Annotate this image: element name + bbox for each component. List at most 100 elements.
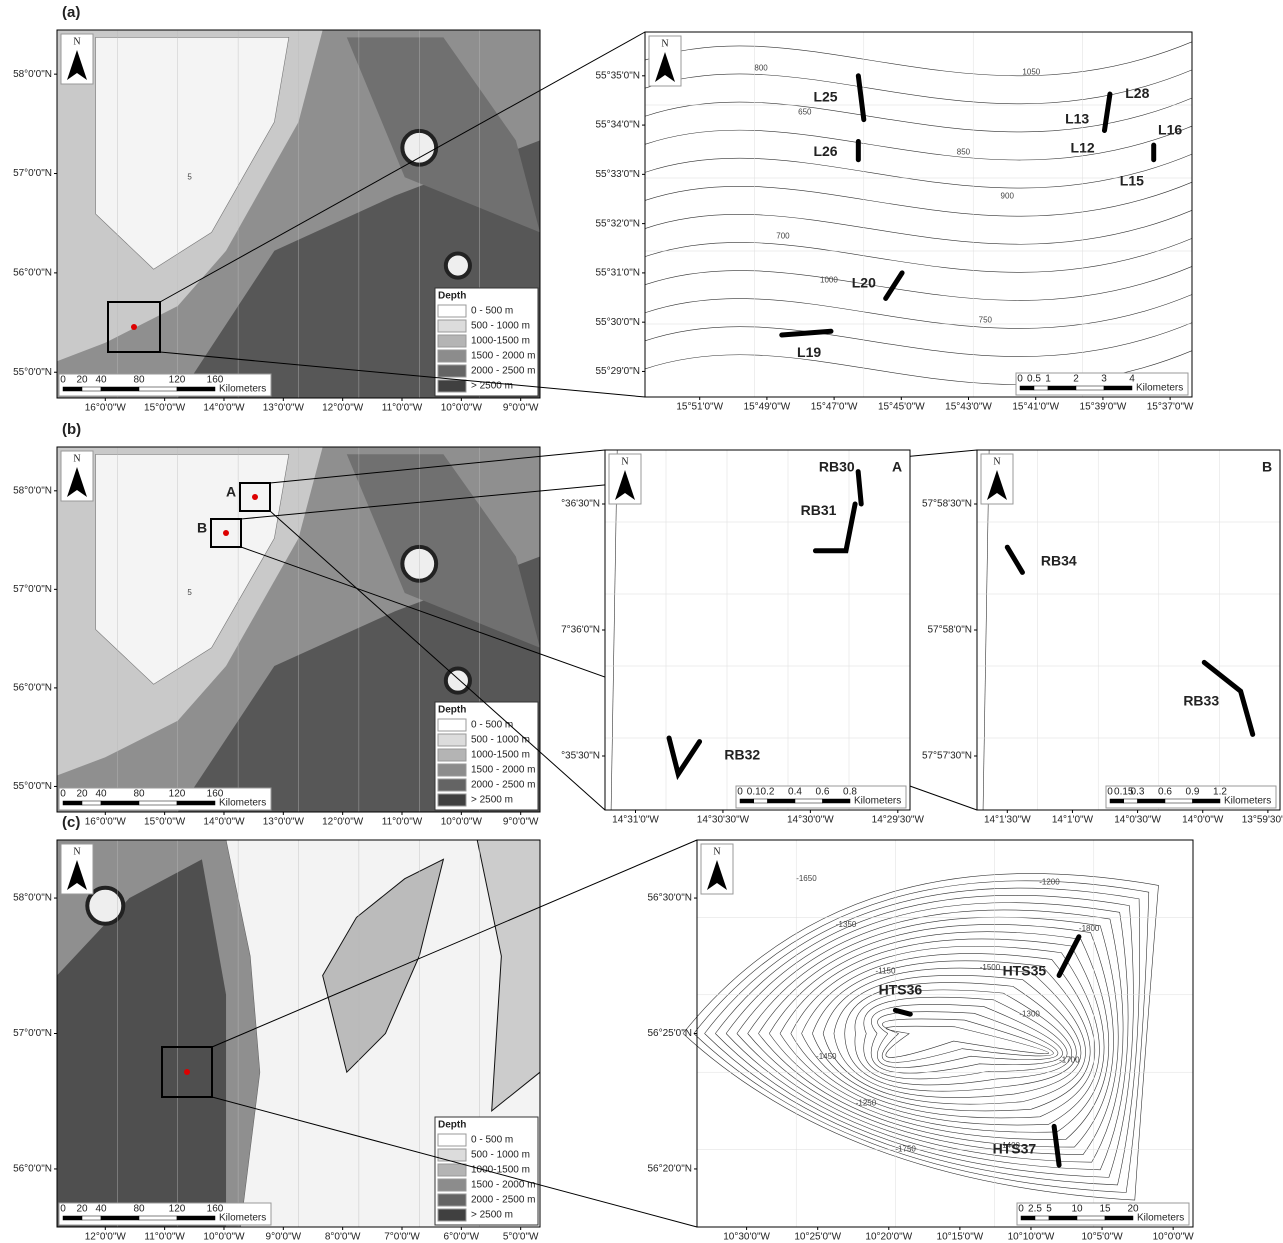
scale-label: 40	[95, 789, 107, 800]
map: Depth 0 - 500 m 500 - 1000 m 1000-1500 m 150…	[13, 839, 698, 1243]
scale-seg	[1123, 798, 1138, 804]
x-tick-label: 8°0'0"W	[325, 1232, 361, 1243]
transect	[1004, 544, 1025, 575]
contour	[768, 931, 1110, 1140]
x-tick-label: 10°0'0"W	[1153, 1232, 1195, 1243]
x-tick-label: 10°0'0"W	[441, 817, 483, 828]
y-tick-label: 57°0'0"N	[13, 168, 52, 179]
legend-swatch	[437, 1178, 467, 1192]
scale-seg	[753, 798, 768, 804]
contour-label: 1050	[1022, 67, 1040, 76]
scale-label: 120	[169, 789, 186, 800]
legend-item: > 2500 m	[471, 381, 513, 392]
scale-label: 40	[95, 375, 107, 386]
legend-item: 1500 - 2000 m	[471, 1180, 536, 1191]
legend-swatch	[437, 748, 467, 762]
scale-seg	[138, 800, 178, 806]
x-tick-label: 16°0'0"W	[85, 817, 127, 828]
transect	[1201, 659, 1256, 737]
seamount	[443, 251, 472, 280]
scale-label: 0	[737, 787, 743, 798]
contour	[644, 69, 1193, 105]
x-tick-label: 14°0'30"W	[1114, 815, 1161, 826]
y-tick-label: 55°0'0"N	[13, 781, 52, 792]
bank	[95, 37, 290, 270]
north-label: N	[993, 456, 1000, 467]
scale-unit: Kilometers	[854, 796, 901, 807]
x-tick-label: 14°0'0"W	[203, 403, 245, 414]
map-frame	[56, 446, 541, 813]
y-tick-label: 57°0'0"N	[13, 1028, 52, 1039]
y-tick-label: 55°35'0"N	[596, 70, 641, 81]
contour-label: -1650	[796, 874, 817, 883]
legend-item: > 2500 m	[471, 1210, 513, 1221]
y-tick-label: 56°20'0"N	[648, 1164, 693, 1175]
sample-site	[223, 530, 229, 536]
map-frame	[56, 29, 541, 399]
x-tick-label: 15°49'0"W	[744, 402, 791, 413]
x-tick-label: 12°0'0"W	[322, 817, 364, 828]
scale-label: 120	[169, 375, 186, 386]
x-tick-label: 14°1'0"W	[1052, 815, 1094, 826]
north-label: N	[73, 453, 80, 464]
scale-unit: Kilometers	[219, 384, 266, 395]
scale-label: 160	[207, 1204, 224, 1215]
scale-label: 5	[1046, 1204, 1052, 1215]
legend-swatch	[437, 733, 467, 747]
scale-unit: Kilometers	[219, 798, 266, 809]
legend-item: 0 - 500 m	[471, 1135, 513, 1146]
scale-seg	[1109, 798, 1124, 804]
transect	[666, 735, 703, 781]
legend-swatch	[437, 364, 467, 378]
x-tick-label: 13°0'0"W	[263, 403, 305, 414]
scale-seg	[794, 798, 823, 804]
scale-seg	[81, 800, 102, 806]
legend-swatch	[437, 718, 467, 732]
scale-label: 0	[1107, 787, 1113, 798]
legend-title: Depth	[438, 705, 466, 716]
contour-label: 750	[979, 315, 993, 324]
transect-label: L19	[797, 344, 821, 360]
y-tick-label: 56°0'0"N	[13, 1164, 52, 1175]
y-tick-label: 57°58'30"N	[922, 499, 972, 510]
scale-seg	[1047, 385, 1077, 391]
zoom-line	[159, 351, 646, 398]
scale-label: 0.5	[1027, 374, 1041, 385]
legend-item: > 2500 m	[471, 795, 513, 806]
legend-swatch	[437, 1133, 467, 1147]
transect-label: HTS36	[879, 982, 923, 998]
transect	[855, 469, 864, 507]
transect	[812, 501, 858, 554]
legend-swatch	[437, 778, 467, 792]
y-tick-label: °35'30"N	[561, 751, 600, 762]
contour	[644, 294, 1193, 329]
legend-item: 0 - 500 m	[471, 306, 513, 317]
scale-label: 80	[133, 1204, 145, 1215]
scale-label: 0	[1018, 1204, 1024, 1215]
contour	[704, 887, 1140, 1186]
contour-label: 650	[798, 107, 812, 116]
map: A RB30 RB31 RB32 N °36'30"N 7°36'0"N °35'30"N 14…	[561, 449, 924, 826]
contour-label: 850	[957, 148, 971, 157]
contour	[715, 895, 1134, 1178]
contour-label: -1350	[836, 920, 857, 929]
zoom-line	[269, 510, 606, 811]
contour-label: -1200	[1039, 878, 1060, 887]
y-tick-label: 57°0'0"N	[13, 584, 52, 595]
scale-unit: Kilometers	[1137, 1213, 1184, 1224]
contour	[844, 982, 1077, 1092]
contour-label: -1700	[1059, 1056, 1080, 1065]
transect	[779, 328, 834, 338]
legend-item: 500 - 1000 m	[471, 1150, 530, 1161]
contour	[644, 210, 1193, 245]
scale-seg	[176, 386, 216, 392]
x-tick-label: 13°59'30"W	[1242, 815, 1283, 826]
scale-seg	[1164, 798, 1193, 804]
scale-seg	[176, 1215, 216, 1221]
transect-label: RB34	[1041, 552, 1077, 568]
contour	[682, 873, 1159, 1201]
contour-label: -1750	[895, 1145, 916, 1154]
seamount	[85, 885, 126, 926]
y-tick-label: 55°29'0"N	[596, 366, 641, 377]
scale-label: 0	[60, 1204, 66, 1215]
